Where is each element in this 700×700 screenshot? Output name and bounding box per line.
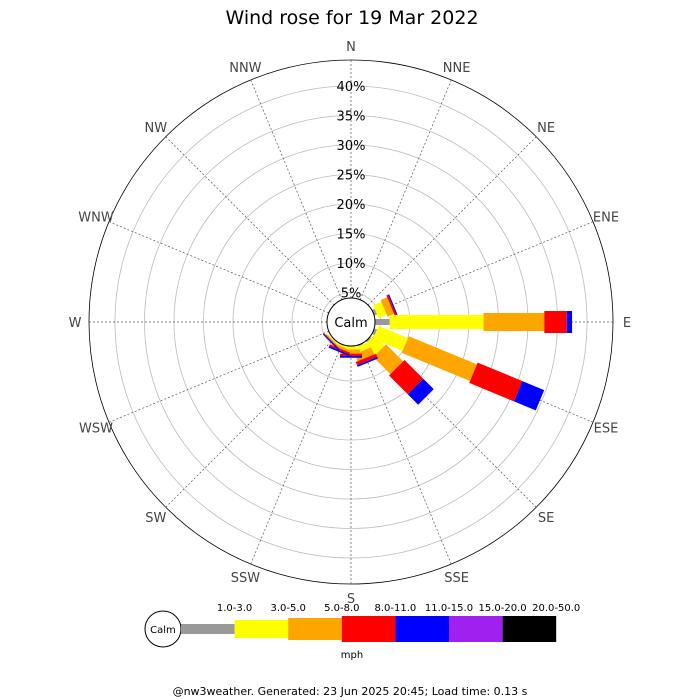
petal-e-bin-4 <box>566 311 573 333</box>
petal-sw-bin-2 <box>325 333 340 348</box>
legend-units: mph <box>341 650 363 661</box>
direction-label-nnw: NNW <box>229 61 261 76</box>
radial-tick-label: 30% <box>337 139 366 154</box>
direction-label-ssw: SSW <box>231 571 261 586</box>
radial-tick-label: 15% <box>337 228 366 243</box>
petal-ssw-bin-4 <box>328 345 350 357</box>
radial-tick-label: 5% <box>341 287 362 302</box>
petal-ene-bin-2 <box>380 297 395 317</box>
petal-ene-bin-4 <box>388 294 398 316</box>
petal-ene-bin-3 <box>386 294 397 316</box>
petal-se-bin-2 <box>373 344 404 375</box>
direction-label-w: W <box>69 316 82 331</box>
calm-label: Calm <box>334 316 367 331</box>
wind-petals <box>322 294 573 411</box>
petal-ene-bin-0 <box>372 308 378 316</box>
radial-tick-label: 40% <box>337 80 366 95</box>
direction-label-se: SE <box>538 511 554 526</box>
legend-swatch-1 <box>234 620 289 638</box>
legend-label-2: 5.0-8.0 <box>324 603 359 614</box>
direction-label-sse: SSE <box>444 571 469 586</box>
direction-label-n: N <box>346 40 356 55</box>
footer-text: @nw3weather. Generated: 23 Jun 2025 20:4… <box>173 685 528 698</box>
petal-sw-bin-4 <box>322 333 340 351</box>
legend-swatch-6 <box>502 616 557 642</box>
legend-swatch-2 <box>288 618 342 640</box>
petal-ese-bin-4 <box>513 381 545 411</box>
petal-se-bin-1 <box>364 335 385 356</box>
legend-label-4: 11.0-15.0 <box>425 603 473 614</box>
legend-swatch-5 <box>449 616 503 642</box>
petal-ese-bin-3 <box>469 362 523 402</box>
petal-sw-bin-1 <box>327 334 339 346</box>
radial-tick-label: 35% <box>337 110 366 125</box>
petal-ssw-bin-3 <box>329 344 351 355</box>
legend-swatch-3 <box>341 616 396 642</box>
direction-label-nw: NW <box>145 121 168 136</box>
legend-swatch-0 <box>181 624 235 634</box>
calm-circle <box>326 297 376 347</box>
legend: Calm mph 1.0-3.0 3.0-5.0 5.0-8.0 8.0-11.0 11… <box>144 603 580 661</box>
calm-center: Calm <box>326 297 376 347</box>
chart-title: Wind rose for 19 Mar 2022 <box>225 7 478 29</box>
radial-tick-label: 10% <box>337 257 366 272</box>
petal-ese-bin-2 <box>401 336 477 382</box>
radial-tick-labels: 5% 10% 15% 20% 25% 30% 35% 40% <box>337 80 366 302</box>
petal-ene-bin-1 <box>373 301 387 319</box>
polar-grid: N NNE NE ENE E ESE SE SSE S SSW SW WSW W WNW NW NNW <box>69 40 632 607</box>
petal-se-bin-3 <box>388 359 424 395</box>
petal-sse-bin-3 <box>355 353 378 366</box>
direction-label-e: E <box>623 316 631 331</box>
petal-s-bin-4 <box>340 356 362 358</box>
petal-ese-bin-1 <box>373 325 409 351</box>
petal-se-bin-4 <box>407 378 434 405</box>
direction-label-wnw: WNW <box>78 210 114 225</box>
legend-swatch-4 <box>395 616 449 642</box>
petal-e-bin-3 <box>544 311 567 333</box>
petal-e-bin-2 <box>483 313 545 331</box>
legend-label-1: 3.0-5.0 <box>270 603 305 614</box>
direction-label-nne: NNE <box>443 61 471 76</box>
petal-s-bin-3 <box>340 353 362 357</box>
petal-sw-bin-3 <box>323 333 340 350</box>
petal-e-bin-1 <box>389 315 484 329</box>
legend-label-5: 15.0-20.0 <box>479 603 527 614</box>
direction-label-ne: NE <box>537 121 555 136</box>
petal-e-bin-0 <box>375 319 390 325</box>
petal-se-bin-0 <box>365 336 372 343</box>
legend-label-3: 8.0-11.0 <box>375 603 417 614</box>
legend-label-0: 1.0-3.0 <box>217 603 252 614</box>
direction-label-ene: ENE <box>593 210 619 225</box>
legend-calm-label: Calm <box>150 625 176 636</box>
direction-label-ese: ESE <box>594 422 619 437</box>
radial-tick-label: 20% <box>337 198 366 213</box>
radial-tick-label: 25% <box>337 169 366 184</box>
direction-label-sw: SW <box>145 511 166 526</box>
petal-sse-bin-4 <box>357 356 379 367</box>
legend-label-6: 20.0-50.0 <box>532 603 580 614</box>
direction-label-wsw: WSW <box>79 422 113 437</box>
direction-label-s: S <box>347 592 355 607</box>
petal-ese-bin-0 <box>372 328 378 336</box>
